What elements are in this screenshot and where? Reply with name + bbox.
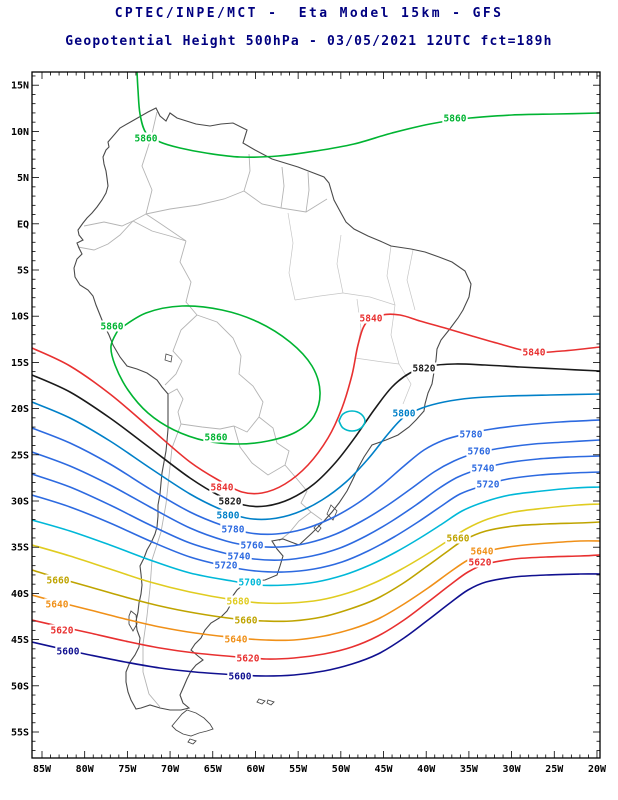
- chart-title-line1: CPTEC/INPE/MCT - Eta Model 15km - GFS: [114, 6, 504, 21]
- contour-label-5620: 5620: [469, 558, 492, 569]
- degree-ticks: [32, 72, 600, 758]
- contour-label-5740: 5740: [472, 464, 495, 475]
- contour-label-5860: 5860: [444, 114, 467, 125]
- contour-5780: [32, 419, 600, 536]
- contour-5620: [32, 554, 600, 660]
- contour-5860: [110, 305, 321, 445]
- lon-label-45W: 45W: [374, 764, 393, 775]
- contour-label-5740: 5740: [228, 552, 251, 563]
- lon-label-75W: 75W: [118, 764, 137, 775]
- lat-label-45S: 45S: [11, 635, 29, 646]
- contour-label-5860: 5860: [135, 134, 158, 145]
- contour-label-5640: 5640: [471, 547, 494, 558]
- contour-label-5780: 5780: [222, 525, 245, 536]
- lat-label-55S: 55S: [11, 728, 29, 739]
- lat-label-5S: 5S: [17, 266, 29, 277]
- contour-label-5800: 5800: [217, 511, 240, 522]
- lat-label-10N: 10N: [11, 127, 29, 138]
- contour-label-5640: 5640: [46, 600, 69, 611]
- map-inner: 5860 5860 5860 5860 5840 5840 5840 5820 5820 5800…: [32, 72, 600, 745]
- contour-label-5780: 5780: [460, 430, 483, 441]
- lat-label-15S: 15S: [11, 358, 29, 369]
- lon-label-50W: 50W: [332, 764, 351, 775]
- lon-label-40W: 40W: [417, 764, 436, 775]
- lon-label-70W: 70W: [161, 764, 180, 775]
- lat-label-30S: 30S: [11, 497, 29, 508]
- contour-labels: 5860 5860 5860 5860 5840 5840 5840 5820 5820 5800…: [44, 112, 547, 683]
- contour-label-5860: 5860: [205, 433, 228, 444]
- lon-label-25W: 25W: [545, 764, 564, 775]
- lon-label-35W: 35W: [460, 764, 479, 775]
- contour-label-5760: 5760: [241, 541, 264, 552]
- contour-label-5700: 5700: [239, 578, 262, 589]
- lon-label-65W: 65W: [204, 764, 223, 775]
- contour-label-5800: 5800: [393, 409, 416, 420]
- lon-label-60W: 60W: [246, 764, 265, 775]
- lat-label-35S: 35S: [11, 543, 29, 554]
- contour-label-5720: 5720: [477, 480, 500, 491]
- country-borders: [77, 111, 328, 708]
- contour-5860: [136, 72, 600, 158]
- contour-label-5840: 5840: [523, 348, 546, 359]
- lon-label-80W: 80W: [76, 764, 95, 775]
- contour-label-5840: 5840: [211, 483, 234, 494]
- contour-5600: [32, 573, 600, 677]
- contour-label-5760: 5760: [468, 447, 491, 458]
- contour-label-5660: 5660: [447, 534, 470, 545]
- lon-label-55W: 55W: [289, 764, 308, 775]
- contour-label-5680: 5680: [227, 597, 250, 608]
- coastline: [73, 107, 472, 745]
- contour-label-5640: 5640: [225, 635, 248, 646]
- contour-5760: [32, 439, 600, 548]
- contour-label-5660: 5660: [47, 576, 70, 587]
- contour-5800: [32, 393, 600, 521]
- lon-label-85W: 85W: [33, 764, 52, 775]
- contour-label-5840: 5840: [360, 314, 383, 325]
- contour-label-5600: 5600: [57, 647, 80, 658]
- contour-5640: [32, 540, 600, 642]
- map-frame: [31, 71, 601, 759]
- lon-label-30W: 30W: [503, 764, 522, 775]
- lat-label-EQ: EQ: [17, 219, 29, 230]
- contour-label-5620: 5620: [51, 626, 74, 637]
- lat-label-50S: 50S: [11, 681, 29, 692]
- contour-5840: [32, 313, 600, 495]
- chart-title-line2: Geopotential Height 500hPa - 03/05/2021 …: [65, 34, 553, 49]
- lon-label-20W: 20W: [588, 764, 607, 775]
- contour-5680: [32, 503, 600, 605]
- contour-5720: [32, 471, 600, 573]
- contour-label-5820: 5820: [219, 497, 242, 508]
- contour-label-5600: 5600: [229, 672, 252, 683]
- contour-label-5660: 5660: [235, 616, 258, 627]
- contour-label-5720: 5720: [215, 561, 238, 572]
- lat-label-15N: 15N: [11, 81, 29, 92]
- contour-5700: [32, 486, 600, 587]
- contour-unlabeled: [338, 410, 366, 432]
- contour-lines: [32, 72, 600, 677]
- contour-5660: [32, 521, 600, 623]
- lat-label-10S: 10S: [11, 312, 29, 323]
- contour-label-5860: 5860: [101, 322, 124, 333]
- contour-label-5620: 5620: [237, 654, 260, 665]
- lat-label-25S: 25S: [11, 450, 29, 461]
- contour-5740: [32, 455, 600, 561]
- lat-label-20S: 20S: [11, 404, 29, 415]
- lat-label-5N: 5N: [17, 173, 29, 184]
- contour-5820: [32, 363, 600, 508]
- lon-tick-labels: 85W 80W 75W 70W 65W 60W 55W 50W 45W 40W 35W 30W 25W 2…: [33, 764, 607, 775]
- lat-label-40S: 40S: [11, 589, 29, 600]
- contour-label-5820: 5820: [413, 364, 436, 375]
- lat-tick-labels: 15N 10N 5N EQ 5S 10S 15S 20S 25S 30S 35S 40S 45S 50S 5…: [11, 81, 29, 739]
